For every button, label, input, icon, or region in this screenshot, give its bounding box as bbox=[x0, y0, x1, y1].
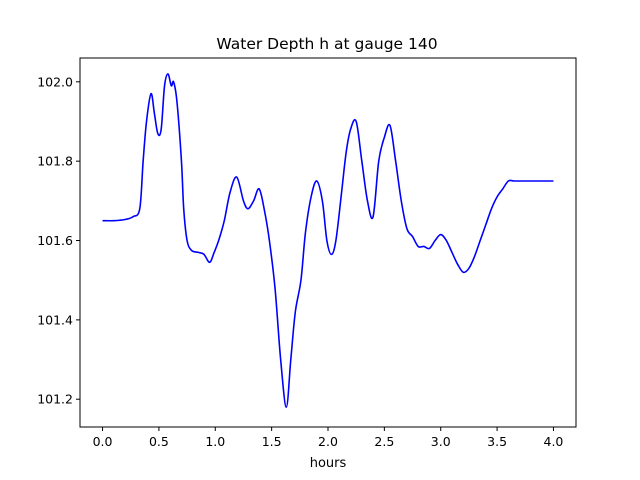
y-tick-label: 101.4 bbox=[37, 312, 73, 327]
x-tick-label: 0.5 bbox=[149, 434, 169, 449]
x-tick-label: 2.0 bbox=[318, 434, 338, 449]
water-depth-series-line bbox=[102, 73, 554, 408]
plot-area bbox=[102, 73, 554, 408]
x-tick-label: 4.0 bbox=[544, 434, 564, 449]
x-tick-label: 1.0 bbox=[205, 434, 225, 449]
y-tick-label: 101.8 bbox=[37, 154, 73, 169]
x-tick-label: 3.5 bbox=[487, 434, 507, 449]
y-tick-label: 101.2 bbox=[37, 392, 73, 407]
x-tick-label: 3.0 bbox=[431, 434, 451, 449]
x-tick-label: 1.5 bbox=[262, 434, 282, 449]
y-axis: 101.2 101.4 101.6 101.8 102.0 bbox=[37, 74, 80, 407]
x-axis: 0.0 0.5 1.0 1.5 2.0 2.5 3.0 3.5 4.0 bbox=[93, 427, 564, 449]
x-axis-label: hours bbox=[310, 456, 347, 471]
y-tick-label: 102.0 bbox=[37, 74, 73, 89]
chart-title: Water Depth h at gauge 140 bbox=[216, 35, 437, 53]
x-tick-label: 0.0 bbox=[93, 434, 113, 449]
x-tick-label: 2.5 bbox=[374, 434, 394, 449]
y-tick-label: 101.6 bbox=[37, 233, 73, 248]
